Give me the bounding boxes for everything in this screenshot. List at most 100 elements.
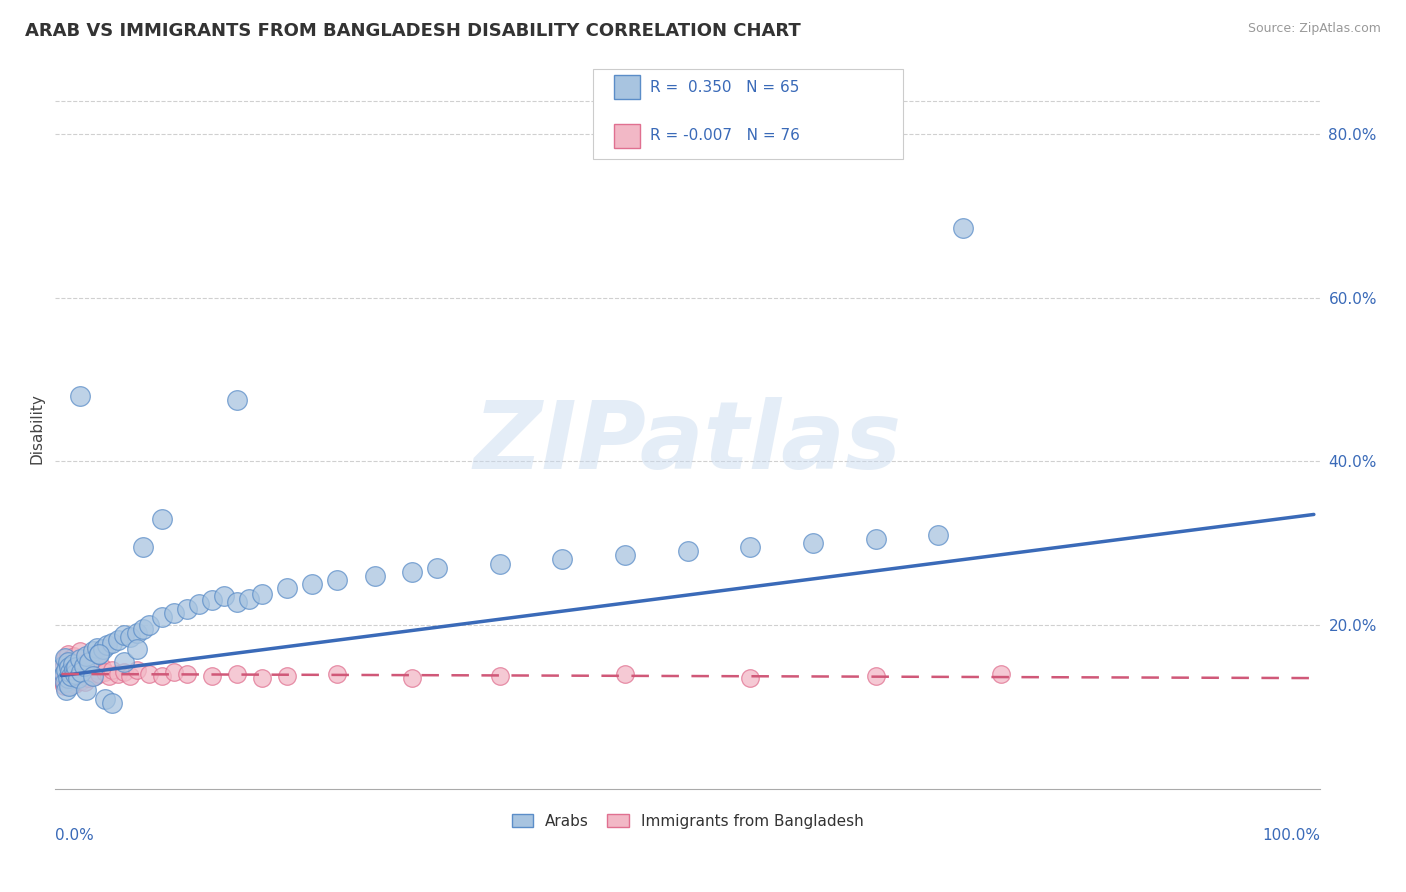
Point xyxy=(62,663,84,677)
Point xyxy=(740,671,762,685)
Point xyxy=(56,655,79,669)
Point xyxy=(100,696,122,710)
Point xyxy=(865,532,887,546)
Point xyxy=(75,675,97,690)
Point xyxy=(66,671,89,685)
Point xyxy=(990,667,1012,681)
Text: ZIPatlas: ZIPatlas xyxy=(474,397,901,489)
Point xyxy=(301,577,323,591)
FancyBboxPatch shape xyxy=(614,123,640,148)
Point xyxy=(58,679,80,693)
Point xyxy=(801,536,824,550)
Point xyxy=(94,691,117,706)
Point xyxy=(72,668,94,682)
Point xyxy=(69,665,91,680)
Point xyxy=(65,660,87,674)
Point xyxy=(87,647,110,661)
Point xyxy=(52,667,75,681)
Text: 0.0%: 0.0% xyxy=(55,828,94,843)
Point xyxy=(952,221,974,235)
Point xyxy=(401,671,423,685)
Point xyxy=(551,552,574,566)
Point xyxy=(76,667,98,681)
Point xyxy=(488,668,510,682)
Point xyxy=(107,632,129,647)
Text: R =  0.350   N = 65: R = 0.350 N = 65 xyxy=(650,80,799,95)
Point xyxy=(53,650,76,665)
Point xyxy=(86,640,108,655)
Point xyxy=(98,668,121,682)
Point xyxy=(120,630,142,644)
Point xyxy=(125,663,148,677)
Point xyxy=(138,667,160,681)
Point xyxy=(125,642,148,657)
Point xyxy=(55,663,77,677)
Point xyxy=(76,655,98,669)
Text: 100.0%: 100.0% xyxy=(1263,828,1320,843)
FancyBboxPatch shape xyxy=(614,75,640,100)
Point xyxy=(426,560,449,574)
Point xyxy=(125,626,148,640)
Point xyxy=(76,657,98,672)
Point xyxy=(66,668,89,682)
Point xyxy=(52,665,75,680)
Point xyxy=(676,544,699,558)
Point xyxy=(112,665,135,680)
Point xyxy=(59,663,82,677)
Point xyxy=(86,663,108,677)
Text: Source: ZipAtlas.com: Source: ZipAtlas.com xyxy=(1247,22,1381,36)
Point xyxy=(62,677,84,691)
Point xyxy=(87,647,110,661)
Point xyxy=(614,549,637,563)
Point xyxy=(82,668,104,682)
Point xyxy=(63,667,86,681)
Point xyxy=(52,658,75,673)
Point xyxy=(150,609,173,624)
Point xyxy=(225,595,247,609)
Point xyxy=(82,644,104,658)
Point xyxy=(225,392,247,407)
Point xyxy=(82,665,104,680)
Y-axis label: Disability: Disability xyxy=(30,393,44,464)
Point xyxy=(69,644,91,658)
Point xyxy=(150,511,173,525)
Point xyxy=(60,673,83,688)
Point xyxy=(488,557,510,571)
Point xyxy=(59,679,82,693)
Point xyxy=(55,663,77,677)
Point xyxy=(73,665,96,680)
Point xyxy=(56,671,79,685)
Point xyxy=(60,658,83,673)
Point xyxy=(53,655,76,669)
Point xyxy=(60,668,83,682)
Point xyxy=(53,671,76,685)
Point xyxy=(65,673,87,688)
Point xyxy=(176,667,198,681)
Point xyxy=(132,540,155,554)
Point xyxy=(65,660,87,674)
Point xyxy=(53,675,76,690)
Point xyxy=(87,667,110,681)
Point xyxy=(55,677,77,691)
Point xyxy=(70,665,93,679)
Point xyxy=(120,668,142,682)
Point xyxy=(77,663,100,677)
Point xyxy=(188,598,211,612)
Point xyxy=(250,587,273,601)
Point xyxy=(58,660,80,674)
Point xyxy=(326,573,349,587)
Point xyxy=(132,622,155,636)
Point xyxy=(59,665,82,680)
Point xyxy=(73,658,96,673)
Point xyxy=(76,683,98,698)
Point xyxy=(82,655,104,669)
Point xyxy=(91,642,114,657)
Point xyxy=(52,679,75,693)
Point xyxy=(90,660,112,674)
Point xyxy=(163,665,186,680)
Point xyxy=(107,667,129,681)
Point xyxy=(53,650,76,665)
Point xyxy=(401,565,423,579)
Point xyxy=(52,675,75,690)
Point xyxy=(163,606,186,620)
